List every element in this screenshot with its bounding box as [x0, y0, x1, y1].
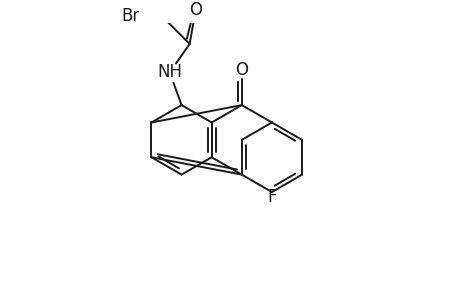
Text: O: O: [235, 61, 248, 79]
Text: Br: Br: [121, 7, 139, 25]
Text: F: F: [267, 188, 276, 206]
Text: NH: NH: [157, 63, 182, 81]
Text: O: O: [189, 1, 202, 19]
